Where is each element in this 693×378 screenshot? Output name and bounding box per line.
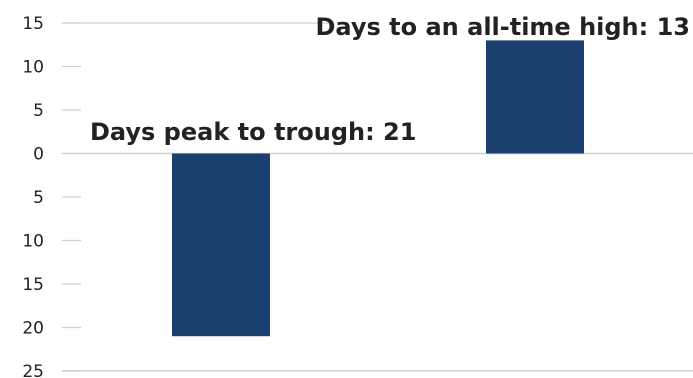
y-tick-label: 25 — [22, 362, 44, 378]
y-tick-label: 5 — [33, 101, 44, 121]
bar-1 — [172, 153, 270, 337]
y-tick-label: 5 — [33, 188, 44, 208]
y-tick-label: 15 — [22, 14, 44, 34]
data-label-1: Days peak to trough: 21 — [90, 118, 416, 146]
data-label-2: Days to an all-time high: 13 — [316, 13, 691, 41]
data-label-background — [328, 8, 693, 40]
bar-2 — [486, 40, 584, 154]
y-tick-label: 20 — [22, 319, 44, 339]
y-tick-label: 10 — [22, 58, 44, 78]
y-tick-label: 15 — [22, 275, 44, 295]
y-tick-label: 10 — [22, 232, 44, 252]
y-tick-label: 0 — [33, 145, 44, 165]
